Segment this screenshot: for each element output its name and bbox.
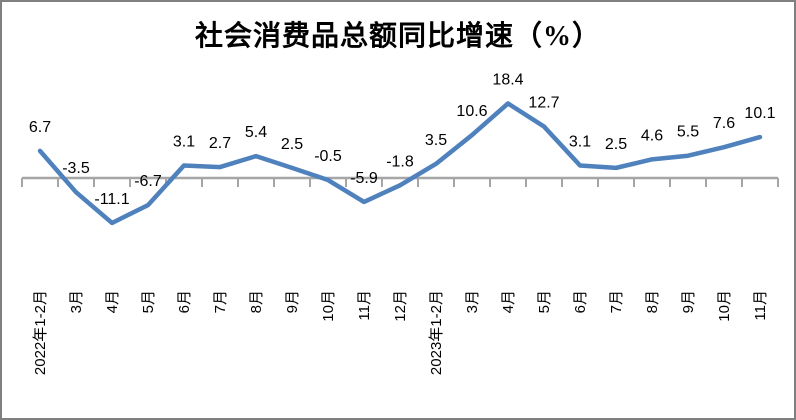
- data-label: 18.4: [492, 71, 523, 88]
- data-label: 12.7: [528, 95, 559, 112]
- x-axis-label: 11月: [752, 290, 769, 321]
- data-label: 10.6: [456, 103, 487, 120]
- chart-title: 社会消费品总额同比增速（%）: [194, 21, 601, 52]
- x-axis-label: 10月: [716, 290, 733, 322]
- x-axis-label: 8月: [644, 290, 661, 313]
- x-axis-label: 7月: [212, 290, 229, 313]
- data-label: 5.5: [677, 124, 699, 141]
- x-axis-label: 5月: [536, 290, 553, 313]
- x-axis-label: 4月: [104, 290, 121, 313]
- x-axis-label: 5月: [140, 290, 157, 313]
- x-axis-label: 2023年1-2月: [428, 290, 445, 375]
- data-label: -11.1: [94, 191, 129, 208]
- data-label: -5.9: [350, 170, 378, 187]
- x-axis-label: 4月: [500, 290, 517, 313]
- series-line: [37, 101, 763, 226]
- data-label: 6.7: [29, 119, 51, 136]
- x-axis-label: 9月: [284, 290, 301, 313]
- x-axis-label: 3月: [464, 290, 481, 313]
- data-label: 3.1: [569, 133, 591, 150]
- x-axis-label: 12月: [392, 290, 409, 322]
- data-label: -0.5: [314, 148, 342, 165]
- data-label: 2.7: [209, 135, 231, 152]
- data-label: 2.5: [281, 136, 303, 153]
- data-label: 7.6: [713, 115, 735, 132]
- x-axis-label: 2022年1-2月: [32, 290, 49, 375]
- data-label: 2.5: [605, 136, 627, 153]
- data-label: -1.8: [386, 153, 414, 170]
- data-label: 4.6: [641, 127, 663, 144]
- data-label: 3.5: [425, 132, 447, 149]
- x-axis-label: 3月: [68, 290, 85, 313]
- data-label: -3.5: [62, 160, 90, 177]
- x-axis-label: 10月: [320, 290, 337, 322]
- x-axis-label: 6月: [572, 290, 589, 313]
- x-axis-label: 8月: [248, 290, 265, 313]
- x-axis-label: 11月: [356, 290, 373, 321]
- data-label: 5.4: [245, 124, 267, 141]
- data-label: 3.1: [173, 133, 195, 150]
- x-axis-label: 7月: [608, 290, 625, 313]
- data-label: -6.7: [134, 173, 162, 190]
- x-axis-label: 9月: [680, 290, 697, 313]
- x-axis-label: 6月: [176, 290, 193, 313]
- data-label: 10.1: [744, 105, 775, 122]
